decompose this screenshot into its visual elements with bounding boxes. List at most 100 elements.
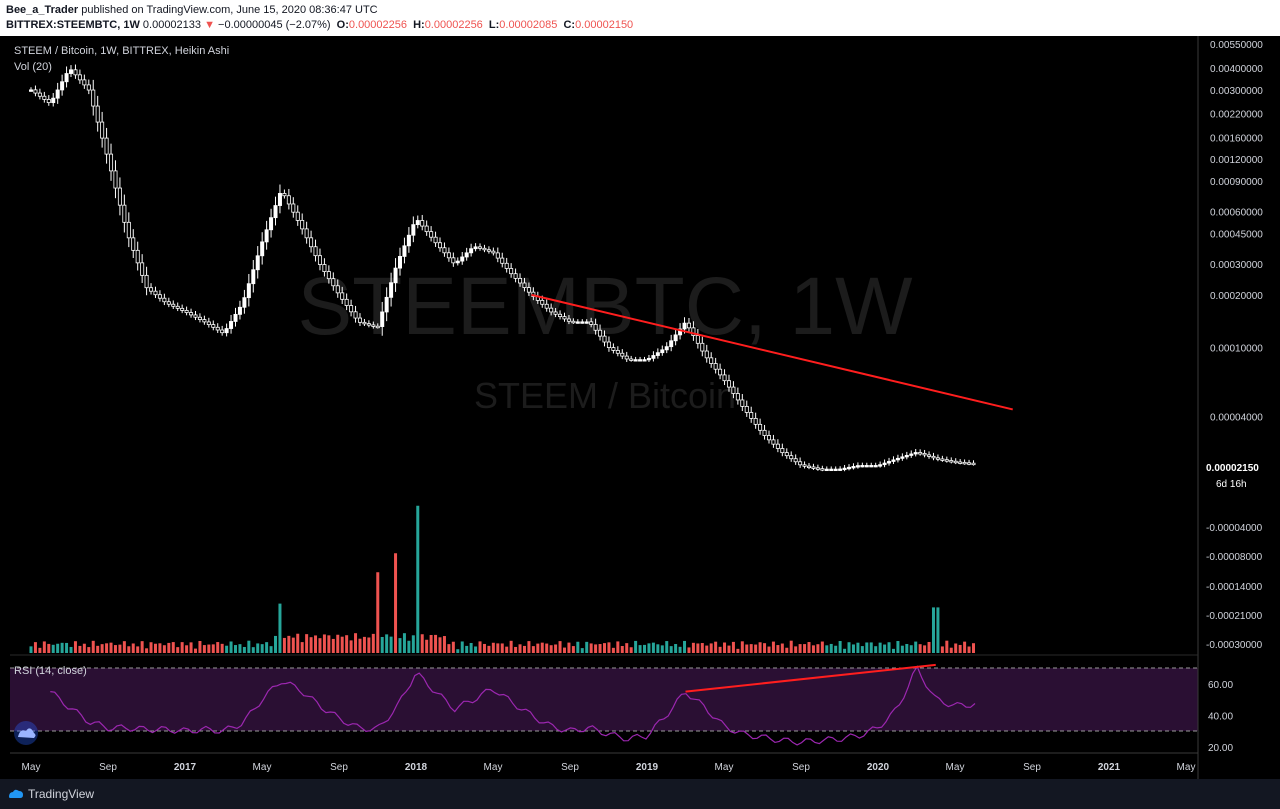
candle-body [495, 252, 500, 259]
legend-volume[interactable]: Vol (20) [14, 61, 52, 73]
volume-bar [127, 646, 131, 653]
volume-bar [113, 645, 117, 653]
candle-body [629, 358, 634, 361]
candle-body [589, 321, 594, 325]
volume-bar [78, 645, 82, 653]
candle-body [286, 195, 291, 205]
volume-bar [29, 646, 33, 653]
countdown-label: 6d 16h [1216, 479, 1247, 490]
volume-bar [189, 642, 193, 653]
candle-body [967, 462, 972, 465]
volume-bar [402, 633, 406, 653]
candle-body [242, 297, 247, 308]
time-tick-label: 2021 [1098, 762, 1121, 773]
volume-bar [758, 642, 762, 653]
volume-bar [723, 642, 727, 653]
volume-bar [451, 641, 455, 653]
candle-body [793, 458, 798, 463]
volume-bar [260, 644, 264, 653]
candle-body [442, 247, 447, 254]
time-tick-label: 2020 [867, 762, 890, 773]
candle-body [815, 467, 820, 470]
candle-body [269, 217, 274, 231]
rsi-trendline[interactable] [685, 663, 936, 693]
volume-bar [38, 647, 42, 653]
candle-body [518, 278, 523, 284]
candle-body [718, 368, 723, 376]
volume-bar [33, 642, 37, 653]
volume-bar [109, 642, 113, 653]
author-name[interactable]: Bee_a_Trader [6, 4, 79, 16]
volume-bar [180, 642, 184, 653]
candle-body [117, 187, 122, 206]
candle-body [869, 465, 874, 468]
candle-body [731, 386, 736, 394]
volume-bar [807, 642, 811, 653]
candle-body [602, 335, 607, 343]
volume-bar [407, 640, 411, 653]
volume-bar [780, 643, 784, 653]
candle-body [64, 73, 69, 83]
candle-body [953, 460, 958, 464]
candle-body [549, 307, 554, 313]
volume-bar [678, 646, 682, 653]
candle-body [895, 457, 900, 461]
volume-bar [460, 641, 464, 653]
volume-bar [638, 645, 642, 653]
volume-bar [345, 635, 349, 653]
volume-bar [518, 644, 522, 653]
price-trendline[interactable] [531, 293, 1013, 411]
volume-bar [878, 642, 882, 653]
time-tick-label: Sep [792, 762, 810, 773]
legend-rsi[interactable]: RSI (14, close) [14, 665, 87, 677]
chart-area[interactable]: STEEMBTC, 1W STEEM / Bitcoin 0.005500000… [0, 36, 1280, 779]
price-tick-label: 0.00220000 [1210, 109, 1263, 120]
volume-bar [60, 642, 64, 653]
rsi-background-band [10, 668, 1198, 731]
candle-body [513, 273, 518, 279]
candle-body [184, 310, 189, 313]
legend-title[interactable]: STEEM / Bitcoin, 1W, BITTREX, Heikin Ash… [14, 45, 229, 57]
volume-bar [256, 643, 260, 653]
price-axis: 0.00550000 0.00400000 0.00300000 0.00220000… [1210, 40, 1263, 424]
volume-bar [425, 639, 429, 653]
candle-body [411, 224, 416, 236]
footer-brand[interactable]: TradingView [28, 787, 95, 801]
candle-body [606, 341, 611, 348]
candle-body [224, 328, 229, 334]
volume-bar [794, 646, 798, 653]
symbol-line: BITTREX:STEEMBTC, 1W 0.00002133 ▼ −0.000… [6, 18, 633, 32]
candle-body [389, 282, 394, 298]
volume-bar [616, 641, 620, 653]
volume-bar [202, 645, 206, 653]
candle-body [944, 459, 949, 462]
candle-body [335, 285, 340, 294]
candle-body [197, 316, 202, 320]
volume-bar [482, 643, 486, 653]
volume-bar [909, 645, 913, 653]
candle-body [678, 328, 683, 336]
candle-body [211, 324, 216, 328]
candle-body [464, 252, 469, 258]
volume-bar [336, 634, 340, 653]
volume-bar [51, 644, 55, 653]
volume-bar [380, 636, 384, 653]
open-label: O: [336, 19, 349, 31]
candle-body [149, 287, 154, 292]
candle-body [349, 305, 354, 313]
volume-bar [718, 646, 722, 653]
candle-body [562, 316, 567, 320]
candle-body [166, 301, 171, 305]
price-tick-label: 0.00090000 [1210, 177, 1263, 188]
candle-body [371, 324, 376, 327]
candle-body [691, 327, 696, 336]
candle-body [157, 294, 162, 299]
volume-bar [242, 646, 246, 653]
volume-bar [496, 643, 500, 653]
volume-bar [216, 642, 220, 653]
chart-settings-icon[interactable] [14, 721, 38, 745]
volume-bar [434, 634, 438, 653]
volume-bar [696, 643, 700, 653]
candle-body [704, 350, 709, 359]
candle-body [104, 137, 109, 155]
